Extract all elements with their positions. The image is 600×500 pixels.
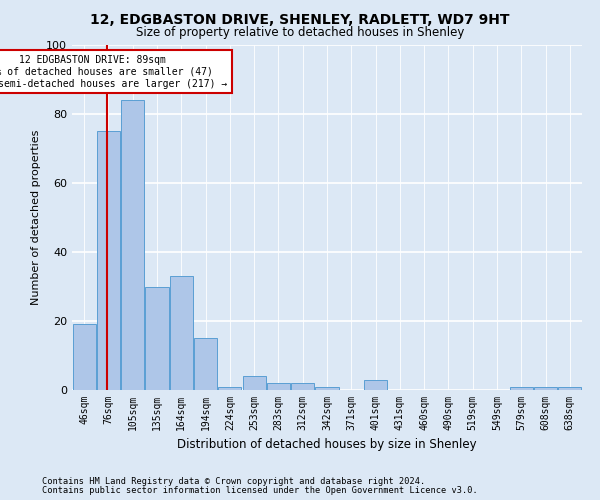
X-axis label: Distribution of detached houses by size in Shenley: Distribution of detached houses by size … <box>177 438 477 452</box>
Bar <box>121 100 144 390</box>
Bar <box>194 338 217 390</box>
Bar <box>170 276 193 390</box>
Text: 12, EDGBASTON DRIVE, SHENLEY, RADLETT, WD7 9HT: 12, EDGBASTON DRIVE, SHENLEY, RADLETT, W… <box>90 12 510 26</box>
Text: Contains HM Land Registry data © Crown copyright and database right 2024.: Contains HM Land Registry data © Crown c… <box>42 477 425 486</box>
Bar <box>97 131 120 390</box>
Bar <box>364 380 387 390</box>
Text: Size of property relative to detached houses in Shenley: Size of property relative to detached ho… <box>136 26 464 39</box>
Bar <box>559 386 581 390</box>
Bar <box>291 383 314 390</box>
Bar <box>218 386 241 390</box>
Y-axis label: Number of detached properties: Number of detached properties <box>31 130 41 305</box>
Bar <box>316 386 338 390</box>
Bar <box>510 386 533 390</box>
Bar <box>73 324 95 390</box>
Bar <box>242 376 266 390</box>
Bar <box>267 383 290 390</box>
Bar <box>534 386 557 390</box>
Bar <box>145 286 169 390</box>
Text: 12 EDGBASTON DRIVE: 89sqm
← 18% of detached houses are smaller (47)
82% of semi-: 12 EDGBASTON DRIVE: 89sqm ← 18% of detac… <box>0 56 227 88</box>
Text: Contains public sector information licensed under the Open Government Licence v3: Contains public sector information licen… <box>42 486 478 495</box>
